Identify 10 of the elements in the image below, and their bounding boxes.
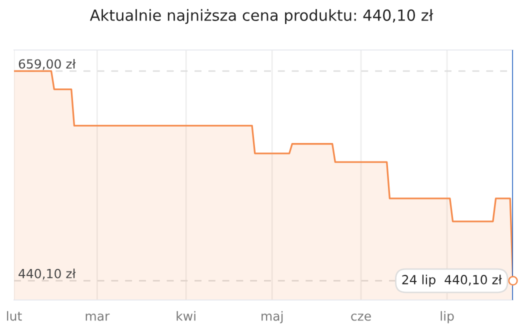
annotation: 24 lip 440,10 zł — [402, 274, 502, 287]
x-tick-label: mar — [86, 314, 110, 321]
x-tick-label: kwi — [176, 311, 196, 321]
y-tick-label: 440,10 zł — [18, 268, 76, 280]
chart-title: Aktualnie najniższa cena produktu: 440,10 zł — [90, 9, 434, 24]
x-tick-label: cze — [351, 314, 371, 321]
x-tick-label: maj — [262, 311, 283, 324]
x-tick-label: lut — [7, 311, 22, 321]
x-tick-label: lip — [440, 311, 454, 324]
y-tick-label: 659,00 zł — [18, 58, 76, 70]
